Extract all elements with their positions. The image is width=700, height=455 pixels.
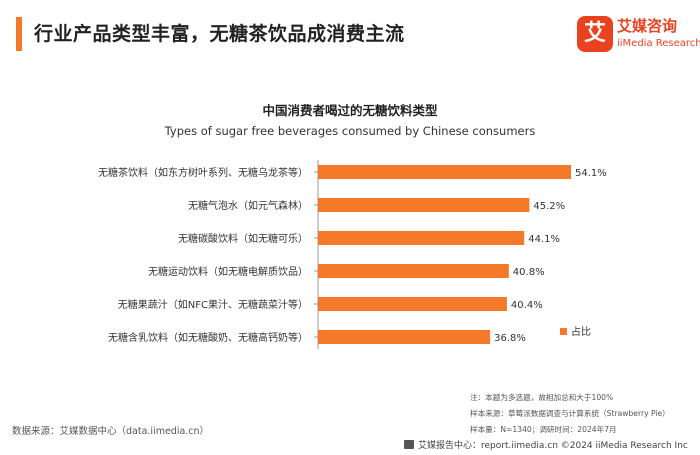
data-source: 数据来源：艾媒数据中心（data.iimedia.cn） xyxy=(12,426,210,437)
value-label: 45.2% xyxy=(533,201,565,212)
logo-name-cn: 艾媒咨询 xyxy=(617,17,678,35)
legend-swatch xyxy=(560,328,567,335)
bar xyxy=(318,297,507,311)
logo-icon: 艾 xyxy=(577,16,613,52)
value-label: 44.1% xyxy=(528,234,560,245)
category-label: 无糖茶饮料（如东方树叶系列、无糖乌龙茶等） xyxy=(98,166,308,179)
category-label: 无糖果蔬汁（如NFC果汁、无糖蔬菜汁等） xyxy=(118,298,308,311)
logo-name-en: iiMedia Research xyxy=(617,38,700,49)
category-label: 无糖碳酸饮料（如无糖可乐） xyxy=(178,232,308,245)
note-sample-size: 样本量：N=1340；调研时间：2024年7月 xyxy=(470,425,617,434)
page-title: 行业产品类型丰富，无糖茶饮品成消费主流 xyxy=(34,23,405,45)
legend-label: 占比 xyxy=(571,325,591,338)
bar xyxy=(318,330,491,344)
value-label: 40.4% xyxy=(511,300,543,311)
value-label: 40.8% xyxy=(513,267,545,278)
footer: 艾媒报告中心：report.iimedia.cn ©2024 iiMedia R… xyxy=(404,438,688,451)
category-label: 无糖运动饮料（如无糖电解质饮品） xyxy=(148,265,308,278)
chart-notes: 注：本题为多选题，故相加总和大于100% 样本来源：草莓派数据调查与计算系统（S… xyxy=(470,390,696,438)
bar xyxy=(318,198,530,212)
chart-title: 中国消费者喝过的无糖饮料类型 xyxy=(262,103,438,118)
brand-logo: 艾 艾媒咨询 iiMedia Research xyxy=(577,16,700,56)
value-label: 54.1% xyxy=(575,168,607,179)
category-label: 无糖气泡水（如元气森林） xyxy=(188,199,308,212)
footer-text: 艾媒报告中心：report.iimedia.cn ©2024 iiMedia R… xyxy=(418,441,688,451)
bar xyxy=(318,231,525,245)
note-sample-source: 样本来源：草莓派数据调查与计算系统（Strawberry Pie） xyxy=(470,409,670,418)
bar xyxy=(318,264,509,278)
category-label: 无糖含乳饮料（如无糖酸奶、无糖高钙奶等） xyxy=(108,331,308,344)
title-accent-bar xyxy=(16,17,22,51)
chart-subtitle: Types of sugar free beverages consumed b… xyxy=(164,124,536,138)
report-icon xyxy=(404,440,414,449)
note-multiple-choice: 注：本题为多选题，故相加总和大于100% xyxy=(470,393,614,402)
value-label: 36.8% xyxy=(494,333,526,344)
bar xyxy=(318,165,571,179)
